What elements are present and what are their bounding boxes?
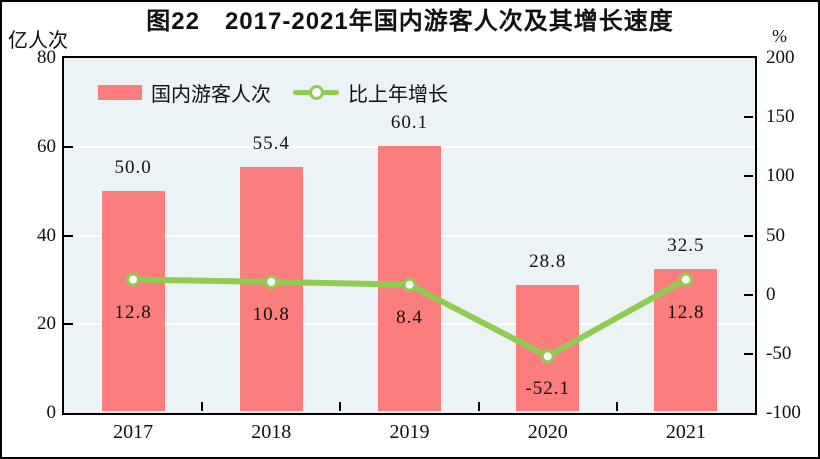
left-axis-tick-label: 0: [46, 402, 57, 423]
chart-title: 图22 2017-2021年国内游客人次及其增长速度: [146, 8, 674, 35]
growth-value-label: -52.1: [525, 378, 570, 400]
right-axis-tick-label: -100: [766, 402, 801, 423]
x-axis-category-label: 2018: [251, 421, 292, 443]
left-axis-tick: [64, 323, 73, 326]
left-axis-tick: [64, 234, 73, 237]
bar: [654, 268, 718, 411]
bar-value-label: 55.4: [252, 133, 290, 155]
right-axis-unit-label: %: [772, 26, 787, 46]
left-axis-tick-label: 80: [37, 47, 56, 68]
right-axis-tick-label: 150: [766, 106, 795, 128]
legend-line-swatch: [293, 85, 339, 100]
legend-bar-label: 国内游客人次: [151, 84, 271, 106]
bar-value-label: 60.1: [390, 112, 429, 134]
left-axis-unit-label: 亿人次: [8, 30, 68, 52]
growth-value-label: 10.8: [252, 303, 290, 325]
x-axis-tick: [201, 402, 204, 411]
x-axis-category-label: 2021: [665, 421, 706, 443]
x-axis-tick: [477, 402, 480, 411]
bar: [378, 146, 441, 411]
left-axis-tick-label: 60: [37, 135, 56, 157]
right-axis-tick: [744, 352, 753, 355]
x-axis-category-label: 2020: [527, 421, 568, 443]
right-axis-tick: [744, 175, 753, 178]
right-axis-tick-label: 0: [766, 283, 776, 305]
growth-value-label: 12.8: [667, 301, 705, 323]
right-axis-tick-label: 100: [766, 165, 795, 187]
left-axis-tick-label: 40: [37, 224, 56, 246]
right-axis-tick: [744, 116, 753, 119]
right-axis-tick-label: 200: [766, 47, 795, 68]
x-axis-tick: [615, 402, 618, 411]
right-axis-tick: [744, 293, 753, 296]
left-axis-tick-label: 20: [37, 313, 56, 335]
legend-bar-swatch: [98, 85, 142, 100]
legend-line-label: 比上年增长: [348, 84, 448, 106]
right-axis-tick-label: 50: [766, 224, 785, 246]
growth-value-label: 12.8: [114, 301, 152, 323]
x-axis-tick: [339, 402, 342, 411]
right-axis-tick: [744, 234, 753, 237]
right-axis-tick-label: -50: [766, 342, 792, 364]
left-axis-tick: [64, 145, 73, 148]
bar-value-label: 50.0: [114, 157, 152, 179]
x-axis-category-label: 2019: [389, 421, 430, 443]
growth-value-label: 8.4: [396, 306, 423, 328]
bar-value-label: 28.8: [529, 251, 567, 273]
legend-line-marker-icon: [309, 85, 324, 100]
bar-value-label: 32.5: [667, 234, 705, 256]
legend: 国内游客人次 比上年增长: [98, 78, 448, 107]
x-axis-category-label: 2017: [113, 421, 154, 443]
bar: [239, 167, 303, 411]
